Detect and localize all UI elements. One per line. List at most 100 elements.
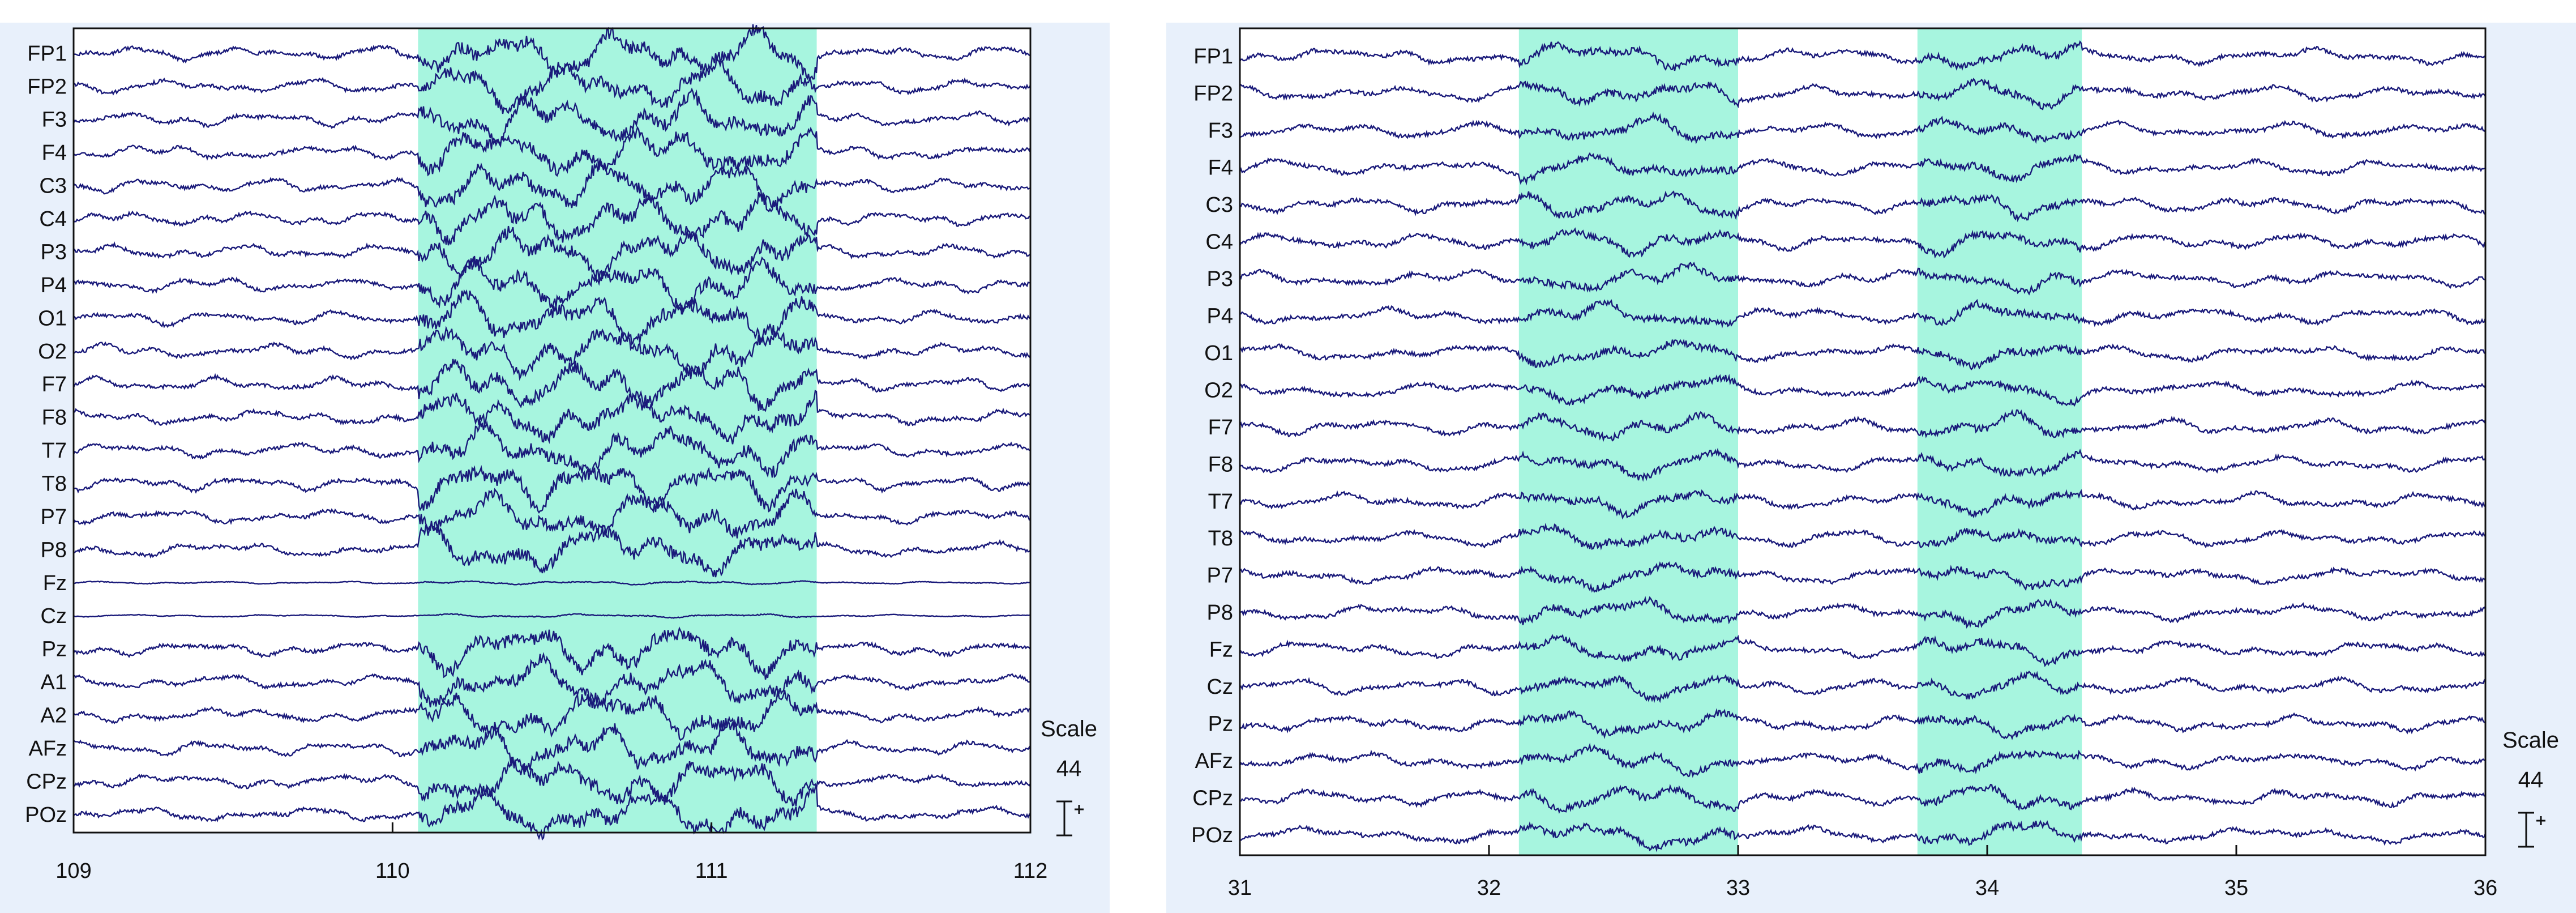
eeg-trace-c3 — [73, 157, 1031, 213]
eeg-trace-p3 — [73, 225, 1031, 281]
channel-label-f8: F8 — [1208, 453, 1233, 476]
channel-label-p7: P7 — [41, 505, 67, 529]
eeg-trace-f4 — [1239, 152, 2486, 186]
eeg-trace-o2 — [1239, 373, 2487, 407]
x-tick-label-32: 32 — [1477, 876, 1501, 900]
channel-label-f4: F4 — [42, 141, 67, 165]
channel-label-o2: O2 — [38, 340, 67, 364]
eeg-trace-c4 — [73, 191, 1031, 246]
x-tick-label-36: 36 — [2474, 876, 2497, 900]
eeg-trace-poz — [73, 783, 1032, 841]
channel-label-cpz: CPz — [26, 770, 67, 793]
eeg-trace-p8 — [73, 521, 1031, 578]
eeg-trace-f3 — [72, 87, 1032, 144]
channel-label-t8: T8 — [1208, 527, 1233, 551]
channel-label-o1: O1 — [38, 306, 67, 330]
channel-label-poz: POz — [25, 803, 67, 827]
eeg-trace-afz — [73, 718, 1032, 775]
eeg-trace-f8 — [1239, 447, 2486, 482]
eeg-trace-poz — [1239, 820, 2487, 852]
eeg-trace-p7 — [72, 488, 1031, 539]
channel-label-t7: T7 — [42, 439, 67, 463]
channel-label-a1: A1 — [41, 671, 67, 694]
eeg-trace-a2 — [73, 689, 1031, 741]
eeg-trace-t8 — [1239, 522, 2486, 551]
channel-label-f3: F3 — [1208, 119, 1233, 143]
scale-bar-icon[interactable] — [2518, 812, 2545, 848]
x-tick-label-112: 112 — [1013, 859, 1048, 883]
channel-label-fp1: FP1 — [27, 42, 67, 66]
channel-label-cz: Cz — [41, 604, 67, 628]
channel-label-cpz: CPz — [1192, 787, 1233, 810]
plot-area — [1240, 28, 2485, 855]
eeg-trace-a1 — [73, 652, 1031, 707]
eeg-trace-t8 — [73, 464, 1031, 514]
channel-label-fz: Fz — [1209, 638, 1233, 662]
scale-label: Scale — [1041, 716, 1097, 741]
eeg-panel-left: FP1 FP2 F3 F4 C3 C4 P3 P4 O1 O2 F7 F8 T7 T8 P7 P8 Fz Cz Pz… — [0, 23, 1110, 913]
channel-label-p8: P8 — [1207, 601, 1233, 625]
eeg-trace-p3 — [1239, 262, 2485, 296]
eeg-trace-afz — [1239, 743, 2486, 778]
channel-label-p4: P4 — [1207, 304, 1233, 328]
eeg-trace-p7 — [1239, 561, 2486, 593]
eeg-trace-p4 — [1239, 298, 2487, 328]
scale-bar-icon[interactable] — [1056, 800, 1084, 837]
eeg-trace-pz — [1239, 707, 2486, 740]
eeg-trace-t7 — [72, 420, 1031, 479]
scale-value: 44 — [1056, 756, 1082, 781]
scale-value: 44 — [2518, 767, 2544, 792]
eeg-trace-pz — [72, 626, 1031, 680]
channel-label-f3: F3 — [42, 108, 67, 132]
channel-label-cz: Cz — [1207, 675, 1233, 699]
x-tick-label-33: 33 — [1726, 876, 1750, 900]
channel-label-pz: Pz — [42, 638, 67, 662]
channel-label-poz: POz — [1191, 824, 1233, 847]
channel-label-f8: F8 — [42, 406, 67, 430]
channel-label-a2: A2 — [41, 704, 67, 728]
channel-label-p7: P7 — [1207, 564, 1233, 588]
channel-label-o2: O2 — [1204, 378, 1233, 402]
eeg-trace-fp1 — [1239, 40, 2486, 71]
scale-label: Scale — [2502, 728, 2559, 753]
channel-label-c4: C4 — [1205, 230, 1233, 254]
x-tick-label-111: 111 — [695, 859, 728, 883]
eeg-trace-c4 — [1239, 227, 2487, 259]
eeg-trace-fz — [1239, 634, 2486, 667]
eeg-trace-p4 — [73, 256, 1031, 315]
eeg-trace-f7 — [1239, 409, 2487, 442]
eeg-trace-cpz — [1239, 783, 2486, 814]
channel-label-afz: AFz — [1195, 749, 1233, 773]
eeg-trace-f3 — [1239, 111, 2486, 144]
eeg-trace-cpz — [73, 757, 1032, 807]
channel-label-f4: F4 — [1208, 156, 1233, 180]
x-tick-label-35: 35 — [2224, 876, 2248, 900]
channel-label-f7: F7 — [42, 373, 67, 396]
eeg-trace-cz — [73, 613, 1030, 619]
channel-label-fp2: FP2 — [1193, 82, 1233, 106]
channel-label-t7: T7 — [1208, 490, 1233, 514]
channel-label-o1: O1 — [1204, 342, 1233, 365]
eeg-trace-f4 — [73, 126, 1032, 177]
eeg-trace-fp2 — [1239, 78, 2487, 110]
eeg-trace-fz — [73, 580, 1030, 586]
channel-label-afz: AFz — [28, 737, 67, 761]
channel-label-c4: C4 — [39, 207, 67, 231]
eeg-trace-c3 — [1239, 190, 2486, 223]
eeg-panel-right: FP1 FP2 F3 F4 C3 C4 P3 P4 O1 O2 F7 F8 T7 T8 P7 P8 Fz Cz Pz… — [1166, 23, 2576, 913]
eeg-chart-right: FP1 FP2 F3 F4 C3 C4 P3 P4 O1 O2 F7 F8 T7 T8 P7 P8 Fz Cz Pz… — [1191, 27, 2559, 900]
eeg-trace-f8 — [74, 390, 1031, 445]
eeg-trace-o2 — [73, 323, 1032, 381]
channel-label-fz: Fz — [43, 571, 67, 595]
plot-frame — [72, 27, 1032, 834]
eeg-trace-fp2 — [73, 57, 1032, 114]
channel-label-p4: P4 — [41, 274, 67, 297]
x-tick-label-109: 109 — [55, 859, 91, 883]
x-tick-label-110: 110 — [375, 859, 410, 883]
channel-label-p8: P8 — [41, 538, 67, 562]
channel-label-t8: T8 — [42, 472, 67, 496]
channel-label-fp1: FP1 — [1193, 45, 1233, 69]
eeg-trace-f7 — [72, 359, 1032, 412]
eeg-trace-cz — [1239, 670, 2487, 703]
eeg-trace-o1 — [1239, 339, 2486, 371]
